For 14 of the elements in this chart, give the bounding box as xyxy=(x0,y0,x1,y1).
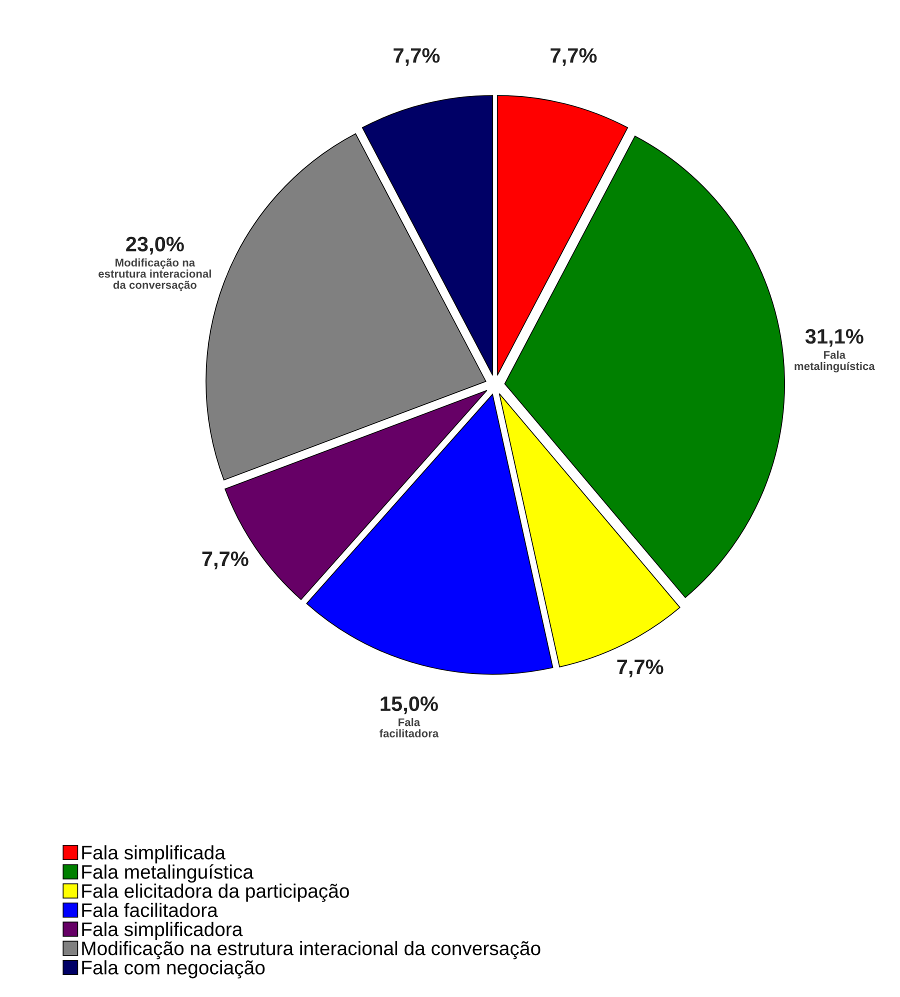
legend-label: Fala facilitadora xyxy=(82,902,218,918)
data-label: 31,1% Fala metalinguística xyxy=(794,329,875,372)
data-label: 7,7% xyxy=(202,552,248,570)
data-label: 7,7% xyxy=(394,48,440,66)
data-label: 7,7% xyxy=(550,48,597,66)
data-label: 15,0% Fala facilitadora xyxy=(380,696,439,738)
legend-label: Fala simplificadora xyxy=(82,922,243,940)
data-label: 23,0% Modificação na estrutura interacional da conversação xyxy=(98,236,211,292)
legend-label: Modificação na estrutura interacional da conversação xyxy=(82,941,540,960)
legend-label: Fala simplificada xyxy=(82,845,226,864)
legend-label: Fala elicitadora da participação xyxy=(82,884,349,902)
legend-label: Fala metalinguística xyxy=(82,864,254,883)
legend-label: Fala com negociação xyxy=(82,960,265,978)
data-label: 7,7% xyxy=(617,660,664,678)
